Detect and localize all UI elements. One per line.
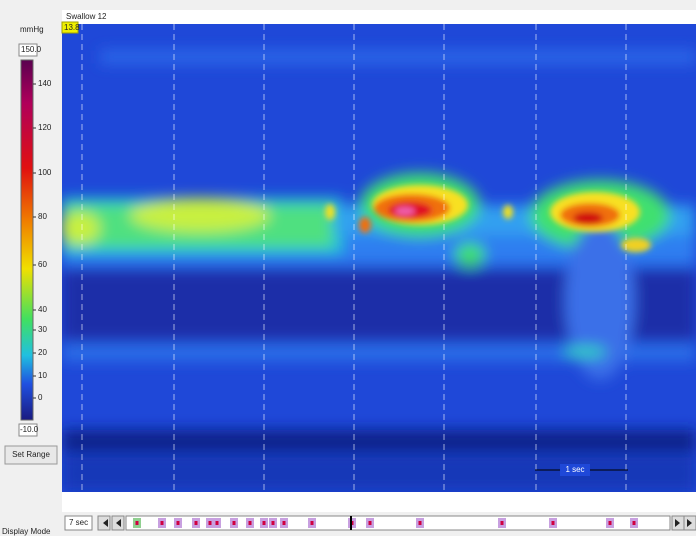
timeline-dot bbox=[195, 521, 198, 525]
timeline-dot bbox=[272, 521, 275, 525]
heatmap: 1 sec bbox=[60, 24, 696, 492]
set-range-label: Set Range bbox=[12, 450, 50, 459]
scale-label: 10 bbox=[38, 371, 47, 380]
timeline-dot bbox=[177, 521, 180, 525]
timeline-dot bbox=[552, 521, 555, 525]
scale-label: 40 bbox=[38, 305, 47, 314]
scale-label: 20 bbox=[38, 348, 47, 357]
scale-label: 140 bbox=[38, 79, 52, 88]
marker-value: 13.8 bbox=[64, 23, 80, 32]
timeline-dot bbox=[501, 521, 504, 525]
timeline-dot bbox=[161, 521, 164, 525]
footer-strip bbox=[62, 492, 696, 512]
timeline-dot bbox=[136, 521, 139, 525]
window-label: 7 sec bbox=[69, 518, 88, 527]
display-mode-label: Display Mode bbox=[2, 527, 51, 536]
timeline-dot bbox=[209, 521, 212, 525]
timeline-dot bbox=[609, 521, 612, 525]
scale-label: 0 bbox=[38, 393, 43, 402]
app: mmHg 150.0 1401201008060403020100 -10.0 … bbox=[0, 0, 696, 536]
min-value: -10.0 bbox=[20, 425, 39, 434]
timeline-dot bbox=[419, 521, 422, 525]
timeline-dot bbox=[263, 521, 266, 525]
timeline-dot bbox=[249, 521, 252, 525]
timeline-dot bbox=[311, 521, 314, 525]
plot-title: Swallow 12 bbox=[66, 12, 107, 21]
scale-label: 30 bbox=[38, 325, 47, 334]
header-strip bbox=[62, 10, 696, 24]
scale-note: 1 sec bbox=[565, 465, 584, 474]
scale-label: 120 bbox=[38, 123, 52, 132]
color-scale bbox=[21, 60, 33, 420]
timeline-dot bbox=[369, 521, 372, 525]
scale-label: 100 bbox=[38, 168, 52, 177]
timeline-dot bbox=[233, 521, 236, 525]
scale-label: 60 bbox=[38, 260, 47, 269]
unit-label: mmHg bbox=[20, 25, 44, 34]
timeline-dot bbox=[216, 521, 219, 525]
timeline-dot bbox=[283, 521, 286, 525]
scale-label: 80 bbox=[38, 212, 47, 221]
timeline-dot bbox=[633, 521, 636, 525]
max-value: 150.0 bbox=[21, 45, 42, 54]
